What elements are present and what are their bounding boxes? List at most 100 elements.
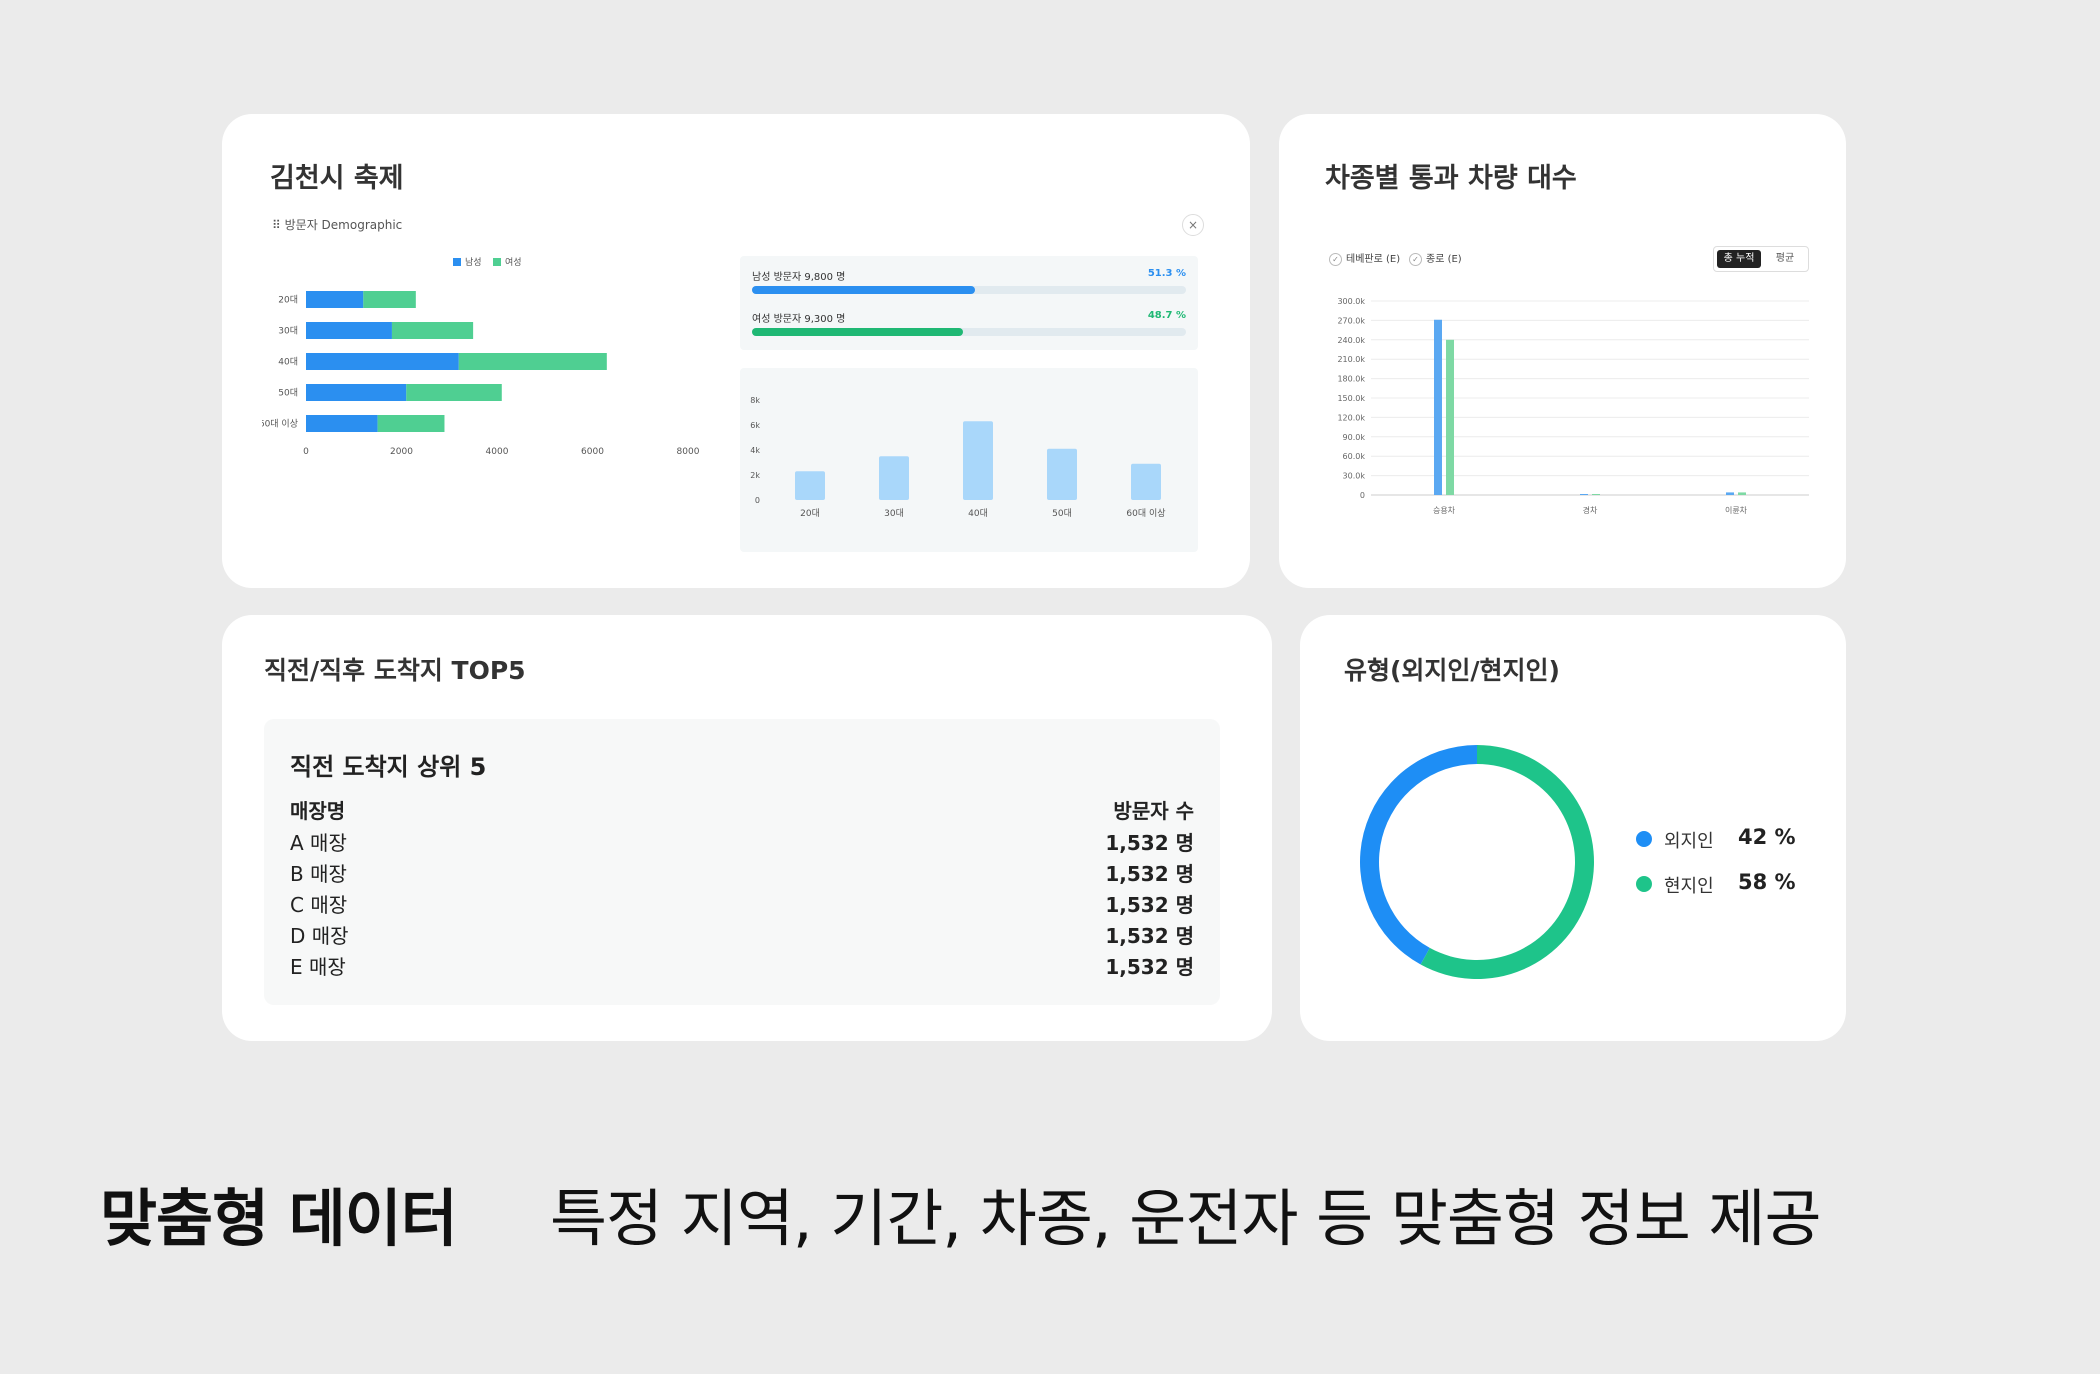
male-stat-track [752,286,1186,294]
toggle-total[interactable]: 총 누적 [1717,250,1761,268]
bar-series-2 [1592,494,1600,495]
table-row: B 매장 1,532 명 [290,858,1194,888]
close-button[interactable]: × [1182,214,1204,236]
store-name: B 매장 [290,862,347,886]
bar [879,456,909,500]
series1-checkbox[interactable]: ✓ 테베판로 (E) [1329,250,1400,266]
x-tick-label: 60대 이상 [1126,508,1165,519]
legend-label: 현지인 [1664,876,1714,897]
bar [1047,448,1077,500]
toggle-average[interactable]: 평균 [1775,253,1795,264]
festival-title: 김천시 축제 [270,163,404,194]
visitor-count: 1,532 명 [1105,862,1194,886]
top5-panel-title: 직전 도착지 상위 5 [290,753,487,781]
bar [795,471,825,500]
legend-male-swatch [453,258,461,266]
donut-slice-local [1420,745,1594,979]
bar-male [306,384,407,401]
visitor-count: 1,532 명 [1105,955,1194,979]
x-tick-label: 경차 [1583,505,1598,515]
caption-headline: 맞춤형 데이터 [100,1182,458,1255]
caption-description: 특정 지역, 기간, 차종, 운전자 등 맞춤형 정보 제공 [550,1182,1822,1255]
donut-slice-outsider [1360,745,1477,965]
y-tick-label: 30대 [278,326,298,337]
x-tick-label: 40대 [968,508,988,519]
legend-dot [1636,831,1652,847]
y-tick-label: 30.0k [1343,472,1366,481]
legend-female-swatch [493,258,501,266]
top5-title: 직전/직후 도착지 TOP5 [264,656,526,685]
visitor-type-donut-chart [1360,745,1594,979]
visitor-count: 1,532 명 [1105,831,1194,855]
y-tick-label: 6k [750,421,760,430]
gender-stats-panel: 남성 방문자 9,800 명 51.3 % 여성 방문자 9,300 명 48.… [740,256,1198,350]
bar-female [377,415,445,432]
bar [1131,463,1161,500]
legend-dot [1636,876,1652,892]
x-tick-label: 2000 [390,447,413,457]
y-tick-label: 180.0k [1337,375,1365,384]
male-stat-percent: 51.3 % [1147,268,1186,279]
vehicle-title: 차종별 통과 차량 대수 [1325,163,1577,194]
bar [963,421,993,500]
check-icon: ✓ [1409,252,1422,266]
female-stat-fill [752,328,964,336]
visitor-count: 1,532 명 [1105,893,1194,917]
y-tick-label: 270.0k [1337,316,1365,325]
female-stat-label: 여성 방문자 9,300 명 [752,314,846,325]
y-tick-label: 50대 [278,388,298,399]
x-tick-label: 승용차 [1433,506,1456,515]
table-row: D 매장 1,532 명 [290,920,1194,950]
y-tick-label: 60대 이상 [262,419,298,430]
x-tick-label: 50대 [1052,508,1072,519]
y-tick-label: 8k [750,396,760,405]
x-tick-label: 0 [303,447,309,457]
column-visitor-count: 방문자 수 [1113,799,1194,823]
festival-card: 김천시 축제 ⠿ 방문자 Demographic × 남성 여성 20대 30대 4… [222,114,1250,588]
bar-male [306,353,459,370]
bar-series-1 [1580,494,1588,495]
male-stat-label: 남성 방문자 9,800 명 [752,272,846,283]
female-stat-track [752,328,1186,336]
age-gender-bar-chart: 남성 여성 20대 30대 40대 50대 60대 이상 0 2000 4000 6000 800… [262,256,700,457]
store-name: A 매장 [290,831,347,855]
bar-female [363,291,416,308]
demographic-label-text: 방문자 Demographic [284,218,403,232]
female-stat-percent: 48.7 % [1147,310,1186,321]
x-tick-label: 20대 [800,508,820,519]
y-tick-label: 0 [755,496,760,505]
y-tick-label: 20대 [278,295,298,306]
bar-series-2 [1738,492,1746,495]
series1-label: 테베판로 (E) [1346,254,1401,265]
store-name: D 매장 [290,924,349,948]
legend-female-label: 여성 [505,256,522,268]
y-tick-label: 120.0k [1337,413,1365,422]
bar-female [458,353,607,370]
y-tick-label: 90.0k [1343,433,1366,442]
y-tick-label: 210.0k [1337,355,1365,364]
visitor-type-title: 유형(외지인/현지인) [1344,656,1560,685]
legend-value: 58 % [1738,870,1796,894]
y-tick-label: 240.0k [1337,336,1365,345]
male-stat-fill [752,286,975,294]
series2-checkbox[interactable]: ✓ 종로 (E) [1409,250,1462,266]
demographic-panel-label: ⠿ 방문자 Demographic [272,218,403,232]
y-tick-label: 2k [750,471,760,480]
age-total-panel: 0 2k 4k 6k 8k 20대 30대 40대 50대 60대 이상 [740,368,1198,552]
check-icon: ✓ [1329,252,1342,266]
bar-male [306,291,364,308]
legend-value: 42 % [1738,825,1796,849]
y-tick-label: 60.0k [1343,452,1366,461]
bar-female [391,322,474,339]
x-tick-label: 이륜차 [1725,505,1748,515]
table-row: C 매장 1,532 명 [290,889,1194,919]
store-name: E 매장 [290,955,346,979]
x-tick-label: 4000 [486,447,509,457]
table-row: E 매장 1,532 명 [290,951,1194,981]
x-tick-label: 8000 [677,447,700,457]
bar-series-2 [1446,339,1454,495]
bar-series-1 [1726,492,1734,495]
vehicle-bar-chart: 0 30.0k 60.0k 90.0k 120.0k 150.0k 180.0k 210.0k… [1337,297,1809,515]
store-name: C 매장 [290,893,348,917]
bar-male [306,415,378,432]
